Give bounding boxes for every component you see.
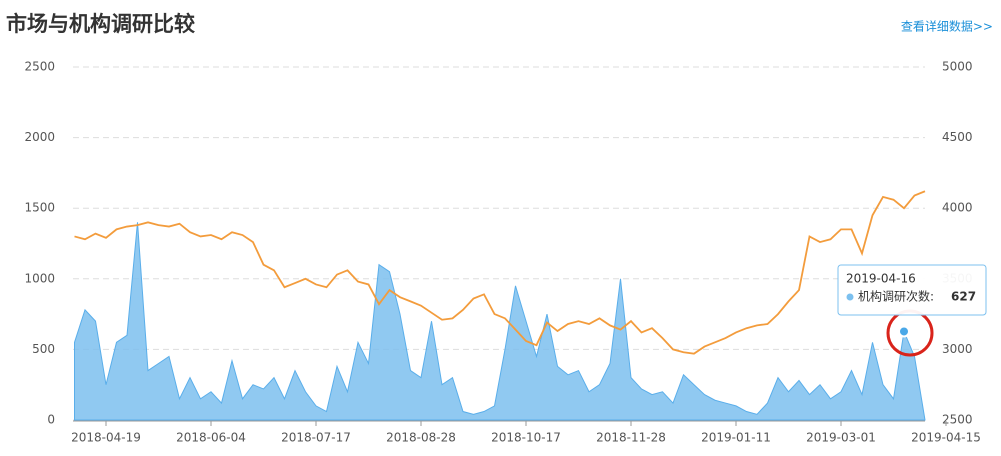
- x-tick-label: 2019-01-11: [701, 431, 771, 445]
- y2-tick-label: 2500: [942, 413, 973, 427]
- x-tick-label: 2018-06-04: [176, 431, 246, 445]
- tooltip-dot: [846, 293, 854, 301]
- area: [74, 222, 926, 421]
- y-tick-label: 500: [32, 342, 55, 356]
- x-tick-label: 2019-03-01: [806, 431, 876, 445]
- y2-tick-label: 4000: [942, 201, 973, 215]
- tooltip-box: [837, 264, 987, 316]
- chart-title: 市场与机构调研比较: [6, 12, 195, 36]
- tooltip-label: 机构调研次数:: [858, 289, 934, 304]
- tooltip-date: 2019-04-16: [846, 272, 916, 286]
- y-tick-label: 1500: [24, 201, 55, 215]
- y2-tick-label: 4500: [942, 130, 973, 144]
- line: [74, 190, 926, 355]
- x-tick-label: 2019-04-15: [911, 431, 981, 445]
- x-tick-label: 2018-07-17: [281, 431, 351, 445]
- y-tick-label: 0: [47, 413, 55, 427]
- x-tick-label: 2018-11-28: [596, 431, 666, 445]
- x-tick-label: 2018-08-28: [386, 431, 456, 445]
- detail-link[interactable]: 查看详细数据>>: [901, 19, 993, 34]
- y2-tick-label: 5000: [942, 60, 973, 74]
- y2-tick-label: 3000: [942, 342, 973, 356]
- y-tick-label: 2000: [24, 130, 55, 144]
- y-tick-label: 1000: [24, 271, 55, 285]
- x-tick-label: 2018-10-17: [491, 431, 561, 445]
- y-tick-label: 2500: [24, 60, 55, 74]
- tooltip-point: [898, 325, 910, 338]
- tooltip-value: 627: [951, 290, 976, 304]
- x-tick-label: 2018-04-19: [71, 431, 141, 445]
- tooltip: 2019-04-16 机构调研次数: 627: [837, 264, 987, 316]
